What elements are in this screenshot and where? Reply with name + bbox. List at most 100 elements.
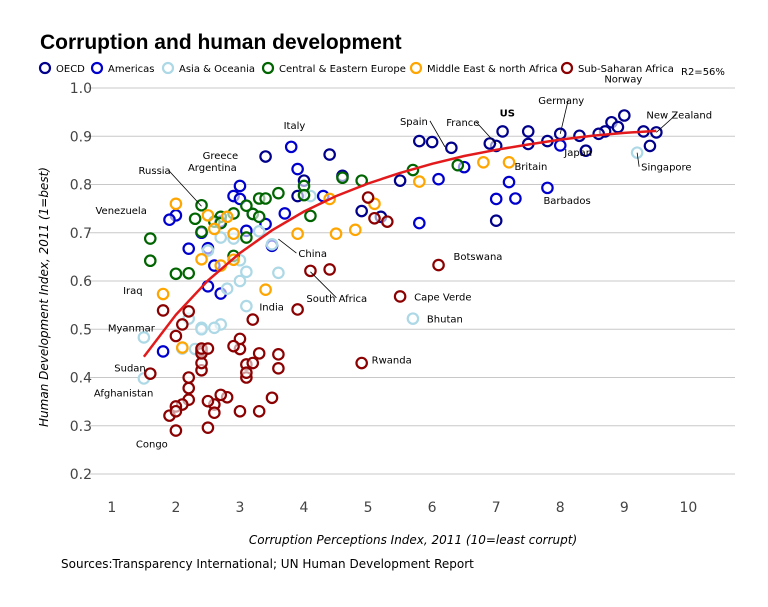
legend-label: Americas xyxy=(108,64,154,75)
data-point xyxy=(272,362,285,375)
x-tick-label: 4 xyxy=(300,500,309,516)
data-point xyxy=(201,209,215,222)
annotation-label: US xyxy=(500,108,515,119)
data-point xyxy=(432,172,445,186)
annotation-label: Venezuela xyxy=(95,206,146,217)
source-note: Sources:Transparency International; UN H… xyxy=(61,557,474,571)
annotation-label: Singapore xyxy=(641,163,691,174)
data-point xyxy=(611,120,625,134)
data-point xyxy=(201,342,215,355)
y-tick-label: 0.6 xyxy=(70,274,92,290)
data-point xyxy=(432,258,445,272)
annotation-label: South Africa xyxy=(306,294,367,305)
annotation-label: India xyxy=(259,303,284,314)
x-tick-label: 7 xyxy=(492,500,501,516)
x-tick-label: 9 xyxy=(620,500,629,516)
data-point xyxy=(143,367,157,380)
annotation-leader xyxy=(278,238,297,254)
annotation-leader xyxy=(475,121,497,145)
data-point xyxy=(252,347,266,360)
scatter-points xyxy=(137,109,663,437)
data-point xyxy=(541,181,554,195)
data-point xyxy=(265,391,279,405)
y-tick-label: 0.5 xyxy=(70,322,92,338)
data-point xyxy=(521,125,535,138)
data-point xyxy=(483,137,497,150)
data-point xyxy=(169,329,183,343)
legend-label: Middle East & north Africa xyxy=(427,64,557,75)
trend-curve xyxy=(142,129,657,358)
annotation-label: China xyxy=(298,249,327,260)
data-point xyxy=(355,204,368,218)
annotation-label: Barbados xyxy=(543,196,590,207)
y-axis-ticks: 0.2 0.3 0.4 0.5 0.6 0.7 0.8 0.9 1.0 xyxy=(70,81,92,483)
data-point xyxy=(380,215,394,228)
data-point xyxy=(502,156,516,169)
annotation-leader xyxy=(168,169,202,207)
y-tick-label: 0.7 xyxy=(70,226,92,242)
annotation-label: New Zealand xyxy=(646,110,712,121)
data-point xyxy=(233,404,247,418)
data-point xyxy=(425,135,439,149)
data-point xyxy=(246,356,260,370)
data-point xyxy=(259,150,272,163)
data-point xyxy=(220,282,234,296)
y-tick-label: 1.0 xyxy=(70,81,92,97)
data-point xyxy=(182,381,196,395)
data-point xyxy=(240,265,253,279)
annotation-label: Congo xyxy=(136,440,168,451)
data-point xyxy=(182,266,196,280)
data-point xyxy=(368,211,381,225)
data-point xyxy=(240,199,253,213)
annotation-label: Bhutan xyxy=(427,315,463,326)
data-point xyxy=(169,197,183,211)
annotation-leader xyxy=(636,152,640,167)
y-tick-label: 0.9 xyxy=(70,129,92,145)
data-point xyxy=(297,188,311,202)
data-point xyxy=(214,388,228,402)
data-point xyxy=(393,290,407,303)
legend-marker xyxy=(161,61,175,75)
data-point xyxy=(413,175,426,188)
annotation-label: Spain xyxy=(400,117,428,128)
data-point xyxy=(272,348,285,361)
data-point xyxy=(355,356,368,370)
data-point xyxy=(252,210,266,224)
legend-label: Central & Eastern Europe xyxy=(279,64,406,75)
x-tick-label: 10 xyxy=(679,500,697,516)
annotation-label: Argentina xyxy=(188,163,237,174)
data-point xyxy=(291,303,304,316)
y-tick-label: 0.4 xyxy=(70,371,92,387)
data-point xyxy=(169,424,183,437)
annotation-leader xyxy=(310,271,337,299)
data-point xyxy=(169,267,183,281)
data-point xyxy=(323,148,336,161)
data-point xyxy=(195,198,208,212)
data-point xyxy=(195,322,208,336)
data-point xyxy=(220,210,234,224)
data-point xyxy=(240,299,253,313)
data-point xyxy=(579,144,593,158)
data-point xyxy=(445,141,458,155)
data-point xyxy=(143,232,157,245)
data-point xyxy=(208,406,221,420)
data-point xyxy=(509,192,522,205)
data-point xyxy=(323,263,336,276)
data-point xyxy=(246,313,260,326)
annotations: Norway New Zealand Germany Japan Singapore Br… xyxy=(94,75,712,451)
legend: OECD Americas Asia & Oceania Central & East… xyxy=(38,61,674,75)
data-point xyxy=(208,222,221,236)
annotation-label: Germany xyxy=(538,96,584,107)
data-point xyxy=(182,242,196,255)
annotation-label: Myanmar xyxy=(108,323,156,334)
data-point xyxy=(304,264,317,278)
trend-line xyxy=(142,129,657,358)
data-point xyxy=(265,238,279,251)
annotation-label: Italy xyxy=(284,121,306,132)
annotation-leader xyxy=(656,114,677,133)
data-point xyxy=(643,139,657,153)
data-point xyxy=(393,174,407,187)
gridlines xyxy=(88,87,735,475)
data-point xyxy=(227,339,240,353)
legend-label: OECD xyxy=(56,64,85,75)
